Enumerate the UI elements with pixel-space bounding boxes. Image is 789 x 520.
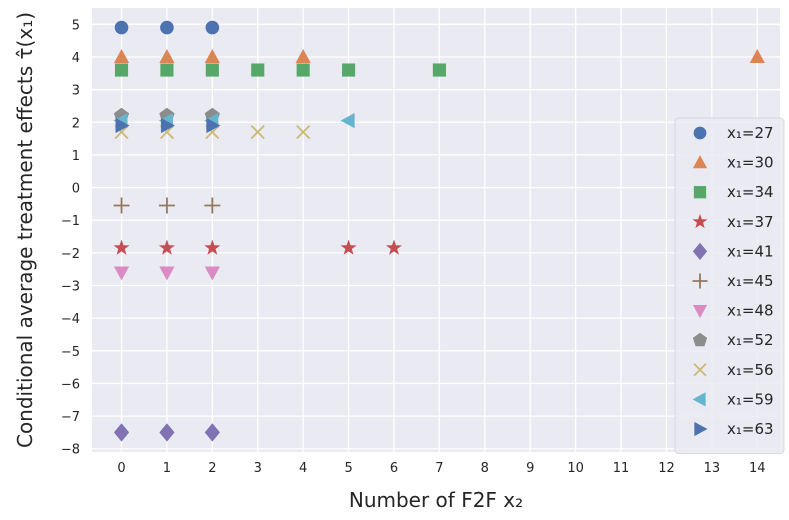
x-tick-label: 9 — [526, 461, 534, 476]
legend-marker — [693, 186, 707, 199]
legend-marker — [694, 421, 708, 437]
y-tick-label: −5 — [61, 345, 80, 360]
legend-marker — [693, 126, 707, 140]
y-tick-label: 2 — [72, 116, 80, 131]
legend-box — [674, 117, 785, 455]
x-tick-label: 14 — [749, 461, 766, 476]
data-point — [113, 48, 130, 63]
data-point — [250, 125, 265, 140]
x-tick-label: 7 — [435, 461, 443, 476]
y-tick-label: −6 — [61, 377, 80, 392]
legend-marker — [692, 332, 708, 347]
data-point — [204, 239, 221, 255]
data-point — [432, 63, 446, 77]
data-point — [113, 197, 130, 214]
legend-marker — [692, 242, 708, 261]
data-point — [114, 20, 129, 35]
data-point — [205, 63, 219, 77]
data-point — [296, 63, 310, 77]
legend-label: x₁=48 — [727, 302, 774, 320]
data-point — [160, 63, 174, 77]
legend-label: x₁=41 — [727, 242, 774, 260]
legend-marker — [692, 273, 708, 289]
legend-label: x₁=30 — [727, 154, 774, 172]
y-tick-label: −8 — [61, 443, 80, 458]
y-tick-label: −1 — [61, 214, 80, 229]
y-axis-label: Conditional average treatment effects τ̂… — [13, 12, 37, 448]
x-tick-label: 12 — [658, 461, 675, 476]
legend-label: x₁=59 — [727, 390, 774, 408]
legend-marker — [692, 304, 708, 319]
legend-marker — [692, 155, 708, 169]
x-tick-label: 8 — [481, 461, 489, 476]
y-tick-label: 0 — [72, 182, 80, 197]
y-tick-label: 4 — [72, 51, 80, 66]
legend-marker — [692, 213, 708, 229]
tick-labels: 0 1 2 3 4 5 6 7 8 9 10 11 12 13 14−8−7−6−5−4−3−2−10123… — [61, 18, 766, 476]
data-point — [295, 48, 311, 63]
data-point — [158, 239, 175, 255]
y-tick-label: 1 — [72, 149, 80, 164]
legend-label: x₁=63 — [727, 420, 774, 438]
x-tick-label: 10 — [567, 461, 584, 476]
data-point — [204, 48, 220, 63]
plot-background — [92, 8, 780, 452]
grid-lines — [92, 8, 780, 452]
data-point — [158, 197, 175, 214]
data-points — [113, 20, 765, 442]
x-tick-label: 0 — [117, 461, 125, 476]
y-tick-label: 5 — [72, 18, 80, 33]
data-point — [113, 239, 130, 255]
x-tick-label: 3 — [254, 461, 262, 476]
data-point — [340, 239, 357, 255]
x-tick-label: 1 — [163, 461, 171, 476]
y-tick-label: −3 — [61, 280, 80, 295]
data-point — [204, 197, 221, 214]
x-tick-label: 5 — [344, 461, 352, 476]
legend: x₁=27 x₁=30 x₁=34 x₁=37 x₁=41 x₁=45 x₁=48 x₁=52… — [674, 117, 785, 455]
data-point — [340, 113, 355, 129]
legend-label: x₁=52 — [727, 331, 774, 349]
data-point — [205, 20, 220, 35]
data-point — [204, 423, 220, 442]
y-tick-label: 3 — [72, 84, 80, 99]
x-tick-label: 6 — [390, 461, 398, 476]
data-point — [113, 266, 130, 281]
data-point — [160, 117, 175, 134]
legend-marker — [693, 363, 707, 377]
legend-label: x₁=56 — [727, 361, 774, 379]
data-point — [296, 125, 311, 140]
legend-marker — [692, 392, 706, 407]
data-point — [386, 239, 402, 255]
legend-label: x₁=37 — [727, 213, 774, 231]
legend-label: x₁=34 — [727, 183, 774, 201]
data-point — [115, 117, 130, 134]
data-point — [113, 423, 130, 442]
x-tick-label: 13 — [704, 461, 721, 476]
data-point — [206, 117, 221, 134]
data-point — [159, 48, 175, 63]
data-point — [159, 266, 175, 281]
data-point — [160, 20, 174, 35]
data-point — [342, 63, 356, 77]
data-point — [114, 63, 129, 77]
data-point — [251, 63, 265, 77]
y-tick-label: −2 — [61, 247, 80, 262]
data-point — [159, 423, 175, 442]
data-point — [749, 48, 765, 63]
legend-label: x₁=45 — [727, 272, 774, 290]
x-tick-label: 11 — [613, 461, 630, 476]
y-tick-label: −4 — [61, 312, 80, 327]
x-tick-label: 4 — [299, 461, 307, 476]
x-axis-label: Number of F2F x₂ — [349, 488, 523, 512]
x-tick-label: 2 — [208, 461, 216, 476]
data-point — [204, 266, 220, 281]
y-tick-label: −7 — [61, 410, 80, 425]
legend-label: x₁=27 — [727, 124, 774, 142]
